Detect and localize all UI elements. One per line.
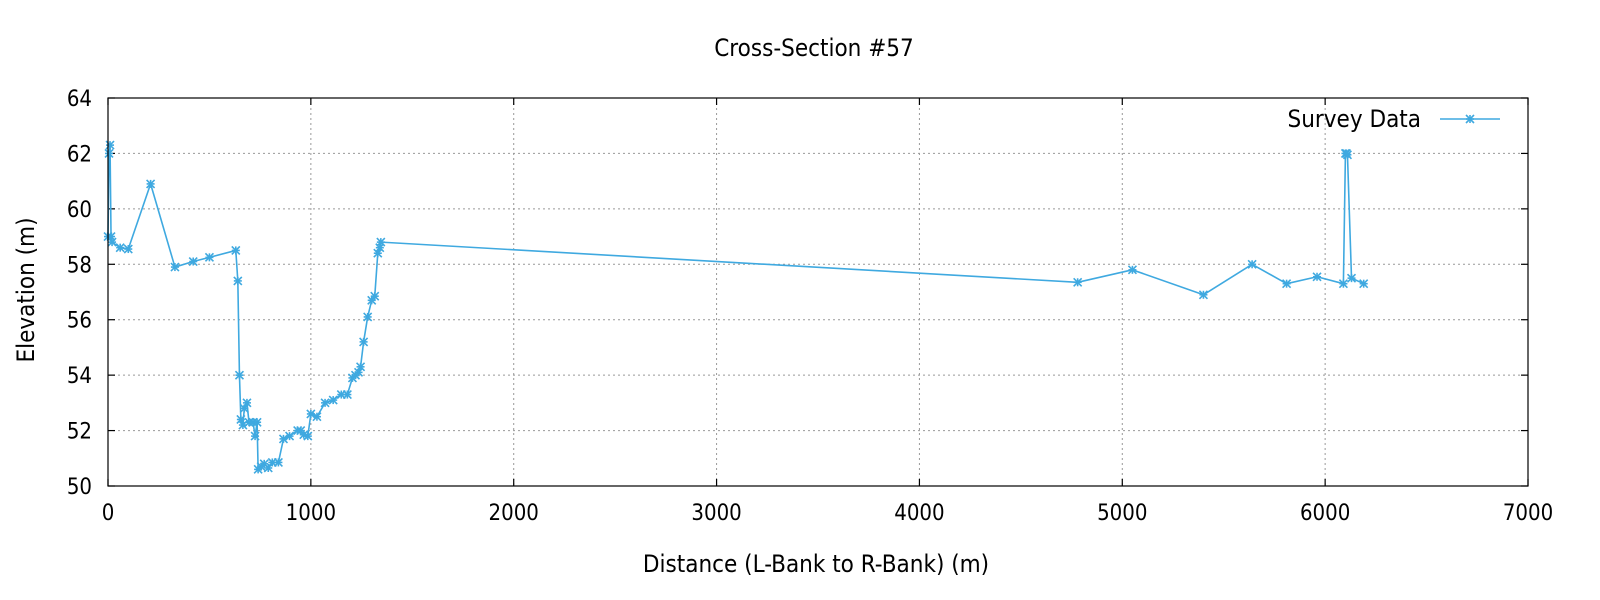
data-point [252,417,262,427]
data-point [104,148,114,158]
data-point [107,237,117,247]
x-tick-label: 4000 [894,501,944,526]
data-point [320,398,330,408]
x-tick-label: 0 [102,501,115,526]
data-point [123,244,133,254]
y-tick-label: 56 [67,309,92,334]
x-tick-label: 2000 [489,501,539,526]
data-point [359,337,369,347]
data-point [231,245,241,255]
data-point [233,276,243,286]
axes: 0 1000 2000 3000 4000 5000 6000 7000 50 52 54 56 58 6… [67,87,1553,526]
data-point [1247,259,1257,269]
data-point [312,412,322,422]
data-point [1282,279,1292,289]
data-point [355,362,366,372]
data-point [204,252,214,262]
data-point [115,243,125,253]
x-tick-label: 1000 [286,501,336,526]
legend-label-survey-data: Survey Data [1287,105,1421,133]
grid [108,98,1528,486]
data-point [234,370,245,380]
data-point [363,312,373,322]
data-point [375,243,385,253]
y-tick-label: 62 [67,142,92,167]
legend-marker-icon [1465,114,1475,124]
legend: Survey Data [1287,105,1500,133]
y-tick-label: 52 [67,420,92,445]
data-point [263,463,273,473]
y-axis-label: Elevation (m) [12,217,40,362]
data-point [1312,272,1322,282]
data-point [1342,150,1353,160]
x-tick-label: 5000 [1097,501,1147,526]
data-point [1073,277,1083,287]
x-axis-label: Distance (L-Bank to R-Bank) (m) [643,550,989,578]
y-tick-label: 50 [67,475,92,500]
data-point [303,431,313,441]
data-point [370,291,380,301]
data-point [170,262,180,272]
data-point [328,395,338,405]
y-tick-label: 60 [67,198,92,223]
data-point [242,398,252,408]
data-point [146,179,156,189]
x-tick-label: 7000 [1503,501,1553,526]
data-point [1346,273,1357,283]
series-line-survey-data [107,144,1365,471]
y-tick-label: 58 [67,253,92,278]
data-point [342,389,352,400]
data-point [273,457,283,468]
y-tick-label: 64 [67,87,92,112]
series-layer [103,140,1369,474]
data-point [376,237,386,247]
legend-marker-survey-data [1465,114,1475,124]
data-point [105,140,115,150]
chart-title: Cross-Section #57 [714,34,914,62]
data-point [1198,290,1208,300]
data-point [248,417,258,427]
data-point [1359,279,1369,289]
x-tick-label: 6000 [1300,501,1350,526]
y-tick-label: 54 [67,364,92,389]
data-point [250,431,260,441]
data-point [1127,265,1137,275]
data-point [188,256,198,267]
data-point [284,431,295,441]
data-point [1338,279,1348,289]
plot-frame [107,97,1529,487]
x-tick-label: 3000 [691,501,741,526]
